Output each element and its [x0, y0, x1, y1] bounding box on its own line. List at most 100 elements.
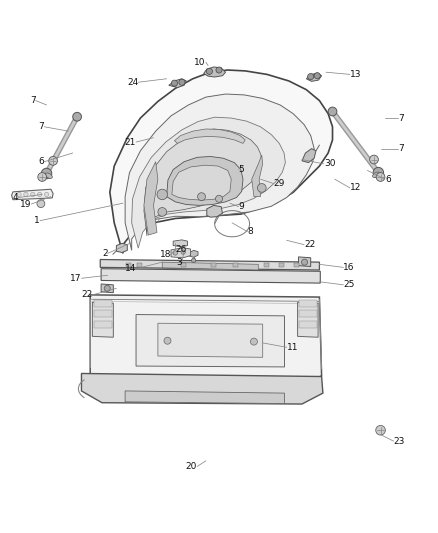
Polygon shape [101, 284, 113, 293]
Circle shape [376, 173, 385, 181]
Circle shape [31, 192, 35, 197]
Text: 13: 13 [350, 70, 361, 79]
Circle shape [24, 192, 28, 197]
Text: 6: 6 [39, 157, 44, 166]
Text: 18: 18 [159, 250, 171, 259]
Bar [94, 300, 112, 307]
Text: 29: 29 [274, 179, 285, 188]
Circle shape [181, 250, 185, 254]
Text: 5: 5 [239, 165, 244, 174]
Circle shape [314, 72, 320, 79]
Polygon shape [166, 157, 243, 205]
Text: 7: 7 [398, 114, 404, 123]
Bar [233, 263, 238, 267]
Circle shape [38, 192, 42, 197]
Circle shape [191, 258, 196, 263]
Text: 7: 7 [30, 96, 35, 105]
Bar [94, 310, 112, 317]
Circle shape [158, 207, 166, 216]
Circle shape [198, 193, 205, 200]
Circle shape [173, 251, 177, 255]
Circle shape [301, 259, 307, 265]
Circle shape [104, 285, 110, 292]
Text: 22: 22 [81, 290, 92, 300]
Circle shape [307, 74, 314, 79]
Polygon shape [169, 79, 186, 87]
Text: 14: 14 [125, 264, 136, 273]
Polygon shape [125, 391, 285, 403]
Polygon shape [298, 257, 311, 266]
Bar [94, 321, 112, 328]
Circle shape [179, 79, 185, 85]
Circle shape [37, 200, 45, 207]
Bar [294, 263, 299, 267]
Text: 22: 22 [304, 240, 315, 249]
Polygon shape [171, 248, 191, 258]
Ellipse shape [373, 172, 380, 177]
Circle shape [17, 192, 21, 197]
Circle shape [38, 173, 46, 181]
Polygon shape [12, 189, 53, 200]
Polygon shape [158, 323, 263, 357]
Polygon shape [173, 240, 187, 247]
Polygon shape [90, 295, 321, 390]
Ellipse shape [45, 173, 52, 179]
Polygon shape [81, 374, 323, 404]
Bar [299, 321, 317, 328]
Circle shape [41, 168, 52, 179]
Text: 19: 19 [20, 199, 31, 208]
Text: 7: 7 [39, 122, 44, 131]
Polygon shape [297, 302, 318, 337]
Polygon shape [101, 269, 320, 283]
Bar [180, 263, 186, 267]
Text: 4: 4 [13, 193, 18, 202]
Polygon shape [117, 244, 127, 253]
Text: 2: 2 [102, 249, 108, 258]
Polygon shape [204, 67, 226, 77]
Text: 11: 11 [287, 343, 298, 352]
Bar [299, 310, 317, 317]
Text: 24: 24 [127, 78, 138, 87]
Circle shape [328, 107, 337, 116]
Text: 8: 8 [247, 227, 253, 236]
Polygon shape [174, 129, 245, 143]
Circle shape [376, 425, 385, 435]
Polygon shape [132, 117, 286, 248]
Polygon shape [92, 302, 113, 337]
Text: 3: 3 [176, 257, 182, 266]
Text: 6: 6 [385, 175, 391, 184]
Circle shape [157, 189, 167, 200]
Polygon shape [306, 73, 321, 82]
Bar [264, 263, 269, 267]
Text: 9: 9 [239, 202, 244, 211]
Circle shape [206, 68, 212, 75]
Bar [211, 263, 216, 267]
Polygon shape [252, 155, 263, 197]
Text: 10: 10 [194, 58, 206, 67]
Circle shape [373, 167, 384, 178]
Polygon shape [136, 314, 285, 367]
Circle shape [44, 192, 49, 197]
Text: 30: 30 [324, 159, 335, 168]
Circle shape [251, 338, 258, 345]
Bar [299, 300, 317, 307]
Polygon shape [144, 161, 158, 235]
Circle shape [171, 80, 177, 86]
Text: 26: 26 [175, 245, 187, 254]
Bar [279, 263, 284, 267]
Polygon shape [207, 205, 223, 217]
Polygon shape [172, 165, 231, 200]
Polygon shape [125, 94, 314, 251]
Text: 21: 21 [125, 138, 136, 147]
Text: 17: 17 [70, 274, 81, 283]
Circle shape [216, 67, 222, 73]
Circle shape [258, 183, 266, 192]
Circle shape [49, 157, 57, 165]
Circle shape [370, 155, 378, 164]
Circle shape [215, 195, 223, 203]
Polygon shape [144, 129, 262, 236]
Polygon shape [302, 149, 316, 163]
Circle shape [73, 112, 81, 121]
Bar [137, 263, 142, 267]
Circle shape [164, 337, 171, 344]
